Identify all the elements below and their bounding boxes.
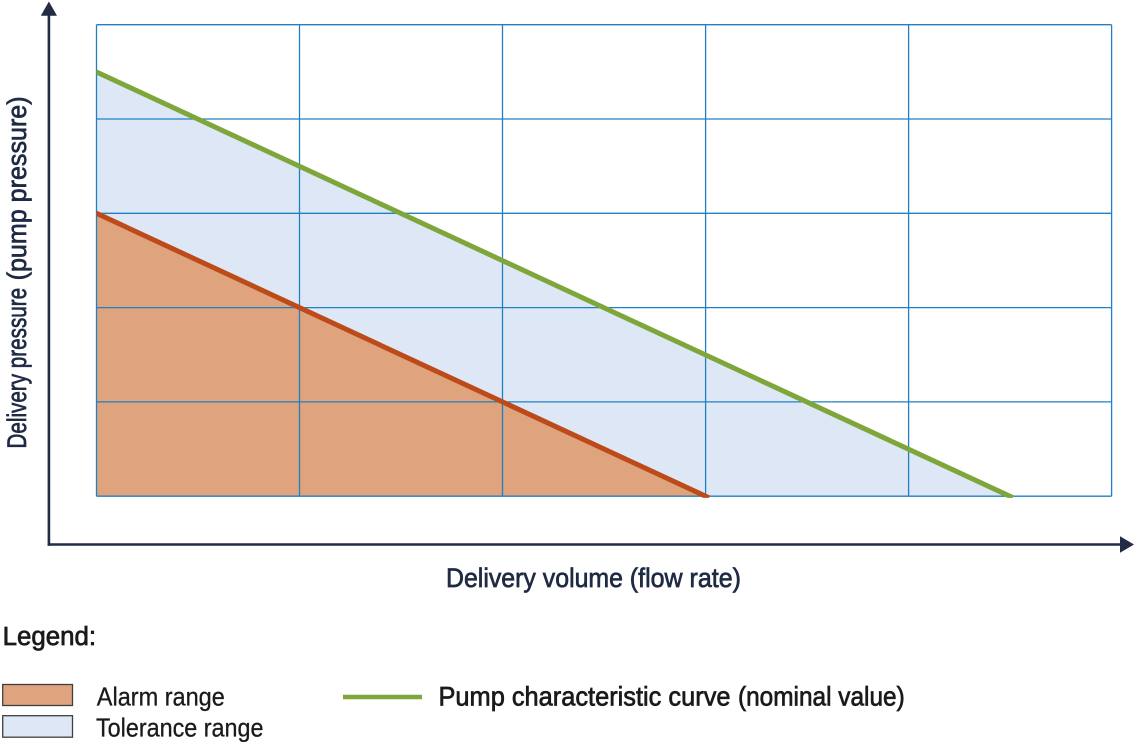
svg-text:Pump characteristic curve: Pump characteristic curve [439, 682, 731, 712]
svg-text:Tolerance range: Tolerance range [96, 712, 264, 742]
svg-text:Delivery volume: Delivery volume [446, 563, 623, 593]
svg-text:Legend:: Legend: [3, 623, 97, 651]
svg-text:Alarm range: Alarm range [97, 682, 225, 712]
svg-text:(flow rate): (flow rate) [630, 563, 741, 593]
svg-text:(nominal value): (nominal value) [738, 682, 905, 712]
svg-text:(pump pressure): (pump pressure) [2, 96, 32, 280]
svg-text:Delivery pressure: Delivery pressure [2, 288, 32, 449]
